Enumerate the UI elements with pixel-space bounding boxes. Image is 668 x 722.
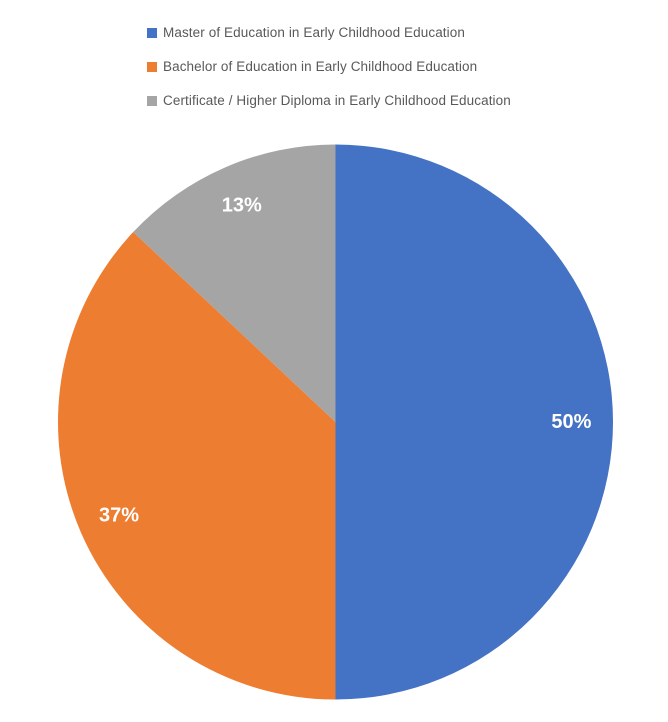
pie-data-label-bachelor: 37% (99, 505, 139, 527)
pie-slice-bachelor (58, 232, 336, 700)
pie-slice-certificate (133, 144, 336, 422)
pie-data-label-certificate: 13% (222, 195, 262, 217)
chart-legend: Master of Education in Early Childhood E… (147, 24, 511, 109)
legend-item-certificate: Certificate / Higher Diploma in Early Ch… (147, 92, 511, 109)
legend-swatch-certificate (147, 95, 157, 106)
pie-slice-master (335, 144, 614, 700)
legend-label-master: Master of Education in Early Childhood E… (163, 25, 465, 40)
legend-item-bachelor: Bachelor of Education in Early Childhood… (147, 58, 511, 75)
legend-label-bachelor: Bachelor of Education in Early Childhood… (163, 59, 478, 74)
pie-data-label-master: 50% (551, 411, 591, 433)
legend-swatch-bachelor (147, 61, 157, 72)
legend-item-master: Master of Education in Early Childhood E… (147, 24, 511, 41)
legend-label-certificate: Certificate / Higher Diploma in Early Ch… (163, 93, 511, 108)
legend-swatch-master (147, 27, 157, 38)
